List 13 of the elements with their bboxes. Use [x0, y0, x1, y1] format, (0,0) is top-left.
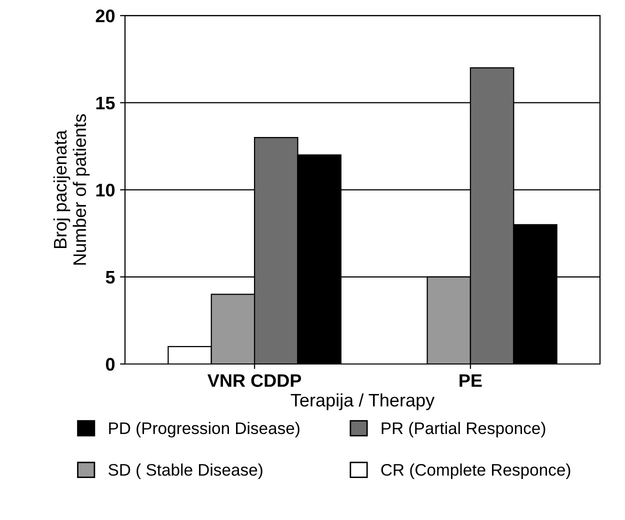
x-axis-title: Terapija / Therapy [290, 393, 435, 410]
y-tick-label: 10 [96, 184, 115, 197]
y-tick-label: 5 [106, 271, 115, 284]
legend-label: SD ( Stable Disease) [108, 464, 262, 480]
x-tick-label: PE [460, 374, 482, 387]
x-tick-label: VNR CDDP [208, 374, 302, 387]
legend-label: CR (Complete Responce) [381, 464, 570, 480]
legend-label: PR (Partial Responce) [382, 422, 546, 438]
y-tick-label: 20 [96, 10, 115, 22]
y-tick-label: 15 [96, 96, 115, 110]
legend-label: PD (Progression Disease) [109, 422, 300, 438]
y-axis-title: Broj pacijenata Number of patients [53, 114, 90, 265]
y-tick-label: 0 [106, 358, 115, 371]
